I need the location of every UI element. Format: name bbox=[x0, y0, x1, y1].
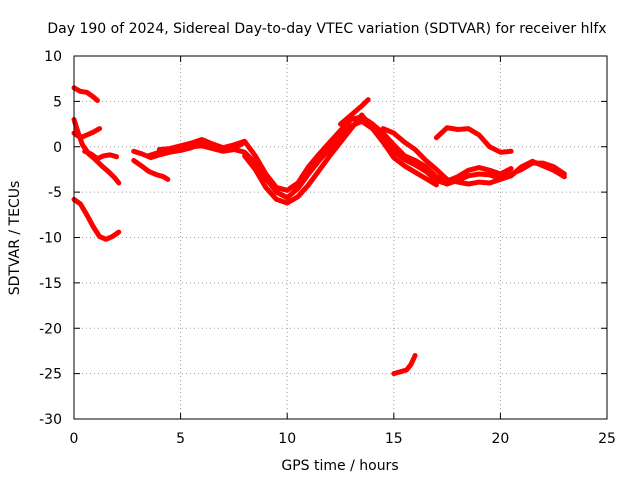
y-tick-label: 10 bbox=[44, 49, 62, 65]
series-arc-10 bbox=[242, 112, 439, 206]
x-tick-label: 20 bbox=[491, 431, 509, 447]
y-tick-label: -5 bbox=[48, 185, 62, 201]
x-tick-label: 25 bbox=[598, 431, 616, 447]
series-arc-6 bbox=[131, 157, 171, 182]
x-axis-label: GPS time / hours bbox=[281, 458, 398, 474]
series-arc-8 bbox=[146, 118, 567, 201]
y-tick-label: 0 bbox=[53, 140, 62, 156]
y-tick-label: -25 bbox=[39, 367, 62, 383]
y-tick-label: -30 bbox=[39, 412, 62, 428]
plot-frame bbox=[73, 55, 608, 420]
x-tick-label: 15 bbox=[385, 431, 403, 447]
series-arc-3 bbox=[71, 126, 103, 141]
series-arc-4 bbox=[82, 148, 120, 161]
tick-layer: 0 5 10 15 20 25 -30 -25 -20 -15 -10 -5 0 5 10 bbox=[39, 49, 616, 447]
series-layer bbox=[71, 85, 567, 377]
grid-layer bbox=[74, 56, 607, 419]
y-axis-label: SDTVAR / TECUs bbox=[7, 181, 23, 296]
y-tick-label: -20 bbox=[39, 321, 62, 337]
series-arc-5 bbox=[71, 196, 122, 242]
series-arc-1 bbox=[71, 85, 100, 103]
series-arc-12 bbox=[380, 126, 567, 187]
x-tick-label: 0 bbox=[70, 431, 79, 447]
x-tick-label: 10 bbox=[278, 431, 296, 447]
x-tick-label: 5 bbox=[176, 431, 185, 447]
series-arc-13 bbox=[433, 125, 514, 155]
series-arc-11 bbox=[338, 97, 371, 127]
series-arc-14 bbox=[391, 353, 418, 377]
y-tick-label: 5 bbox=[53, 94, 62, 110]
y-tick-label: -15 bbox=[39, 276, 62, 292]
chart-title: Day 190 of 2024, Sidereal Day-to-day VTE… bbox=[47, 21, 606, 37]
y-tick-label: -10 bbox=[39, 231, 62, 247]
